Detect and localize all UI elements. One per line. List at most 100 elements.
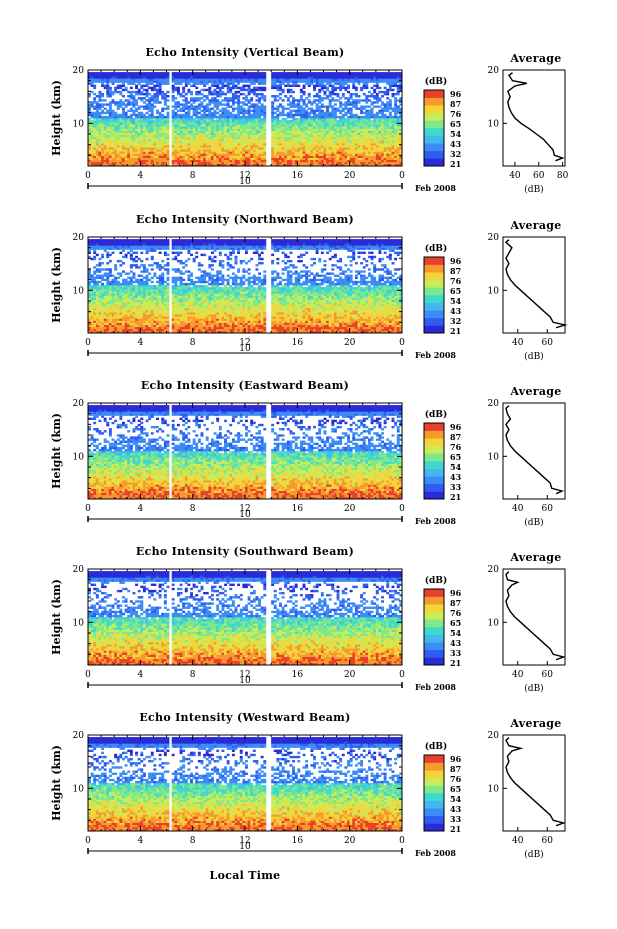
colorbar-tick-label: 54 bbox=[450, 462, 462, 472]
colorbar-segment bbox=[424, 158, 444, 167]
average-profile-line bbox=[505, 571, 566, 661]
x-tick-label: 16 bbox=[292, 171, 304, 181]
y-tick-label: 10 bbox=[73, 286, 85, 296]
day-label: 10 bbox=[239, 676, 251, 686]
y-tick-label: 10 bbox=[73, 618, 85, 628]
colorbar-segment bbox=[424, 770, 444, 779]
average-y-tick-label: 20 bbox=[488, 233, 500, 243]
colorbar-segment bbox=[424, 143, 444, 152]
y-axis-label: Height (km) bbox=[50, 80, 63, 156]
colorbar-segment bbox=[424, 287, 444, 296]
heatmap-cells bbox=[88, 405, 403, 500]
x-tick-label: 4 bbox=[137, 504, 143, 514]
colorbar-segment bbox=[424, 150, 444, 159]
colorbar-tick-label: 87 bbox=[450, 99, 461, 109]
average-x-tick-label: 60 bbox=[542, 338, 554, 348]
colorbar-segment bbox=[424, 445, 444, 454]
colorbar-frame bbox=[423, 422, 445, 500]
colorbar-segment bbox=[424, 453, 444, 462]
x-tick-label: 0 bbox=[399, 836, 405, 846]
x-tick-label: 20 bbox=[344, 670, 356, 680]
colorbar-segment bbox=[424, 619, 444, 628]
colorbar-segment bbox=[424, 97, 444, 106]
colorbar-segment bbox=[424, 430, 444, 439]
colorbar-segment bbox=[424, 657, 444, 666]
y-axis-label: Height (km) bbox=[50, 247, 63, 323]
colorbar-tick-label: 43 bbox=[450, 139, 462, 149]
x-tick-label: 12 bbox=[239, 836, 250, 846]
average-profile-line bbox=[505, 737, 566, 827]
average-x-tick-label: 60 bbox=[533, 171, 545, 181]
colorbar-segment bbox=[424, 491, 444, 500]
colorbar-tick-label: 87 bbox=[450, 764, 461, 774]
panel-2: Echo Intensity (Eastward Beam) 10 20 Height… bbox=[50, 379, 566, 528]
heatmap-cells bbox=[88, 737, 403, 832]
colorbar-segment bbox=[424, 808, 444, 817]
average-x-label: (dB) bbox=[524, 184, 543, 195]
colorbar-segment bbox=[424, 257, 444, 265]
average-profile-line bbox=[506, 72, 565, 162]
colorbar-segment bbox=[424, 325, 444, 334]
colorbar-segment bbox=[424, 823, 444, 832]
average-x-tick-label: 60 bbox=[542, 836, 554, 846]
colorbar-segment bbox=[424, 785, 444, 794]
colorbar-segment bbox=[424, 423, 444, 431]
panel-3: Echo Intensity (Southward Beam) 10 20 Heigh… bbox=[50, 545, 566, 694]
colorbar-tick-label: 65 bbox=[450, 452, 461, 462]
heatmap-cells bbox=[88, 72, 403, 167]
panel-title: Echo Intensity (Eastward Beam) bbox=[141, 379, 349, 392]
colorbar-segment bbox=[424, 272, 444, 281]
x-tick-label: 12 bbox=[239, 670, 250, 680]
average-x-tick-label: 40 bbox=[512, 836, 524, 846]
date-label: Feb 2008 bbox=[415, 682, 456, 692]
average-title: Average bbox=[509, 52, 561, 65]
average-frame bbox=[502, 236, 566, 334]
y-tick-label: 20 bbox=[73, 399, 85, 409]
colorbar-segment bbox=[424, 302, 444, 311]
colorbar-tick-label: 65 bbox=[450, 618, 461, 628]
colorbar-unit: (dB) bbox=[425, 741, 447, 752]
average-x-tick-label: 80 bbox=[557, 171, 569, 181]
average-y-tick-label: 10 bbox=[488, 119, 500, 129]
colorbar-tick-label: 21 bbox=[450, 159, 461, 169]
x-tick-label: 8 bbox=[190, 504, 196, 514]
y-tick-label: 20 bbox=[73, 731, 85, 741]
colorbar-tick-label: 32 bbox=[450, 316, 461, 326]
average-x-tick-label: 40 bbox=[512, 504, 524, 514]
x-tick-label: 16 bbox=[292, 836, 304, 846]
average-frame bbox=[502, 69, 566, 167]
colorbar-tick-label: 54 bbox=[450, 296, 462, 306]
x-tick-label: 0 bbox=[85, 504, 91, 514]
average-y-tick-label: 10 bbox=[488, 618, 500, 628]
x-tick-label: 20 bbox=[344, 171, 356, 181]
x-tick-label: 8 bbox=[190, 670, 196, 680]
average-x-label: (dB) bbox=[524, 683, 543, 694]
panel-title: Echo Intensity (Westward Beam) bbox=[139, 711, 350, 724]
colorbar-frame bbox=[423, 89, 445, 167]
colorbar-tick-label: 33 bbox=[450, 648, 462, 658]
average-title: Average bbox=[509, 219, 561, 232]
heatmap-cells bbox=[88, 239, 403, 334]
colorbar-tick-label: 76 bbox=[450, 442, 462, 452]
colorbar-tick-label: 87 bbox=[450, 432, 461, 442]
colorbar-segment bbox=[424, 483, 444, 492]
colorbar-segment bbox=[424, 310, 444, 319]
average-frame bbox=[502, 402, 566, 500]
x-tick-label: 12 bbox=[239, 171, 250, 181]
x-tick-label: 0 bbox=[399, 171, 405, 181]
date-label: Feb 2008 bbox=[415, 516, 456, 526]
colorbar-segment bbox=[424, 295, 444, 303]
panel-4: Echo Intensity (Westward Beam) 10 20 Height… bbox=[50, 711, 566, 860]
x-tick-label: 12 bbox=[239, 504, 250, 514]
colorbar-segment bbox=[424, 264, 444, 273]
x-tick-label: 4 bbox=[137, 836, 143, 846]
average-y-tick-label: 20 bbox=[488, 66, 500, 76]
x-tick-label: 0 bbox=[85, 338, 91, 348]
colorbar-tick-label: 96 bbox=[450, 754, 462, 764]
colorbar-unit: (dB) bbox=[425, 575, 447, 586]
day-label: 10 bbox=[239, 510, 251, 520]
average-x-tick-label: 40 bbox=[512, 670, 524, 680]
average-profile-line bbox=[504, 239, 568, 329]
colorbar-segment bbox=[424, 589, 444, 597]
colorbar-segment bbox=[424, 317, 444, 326]
